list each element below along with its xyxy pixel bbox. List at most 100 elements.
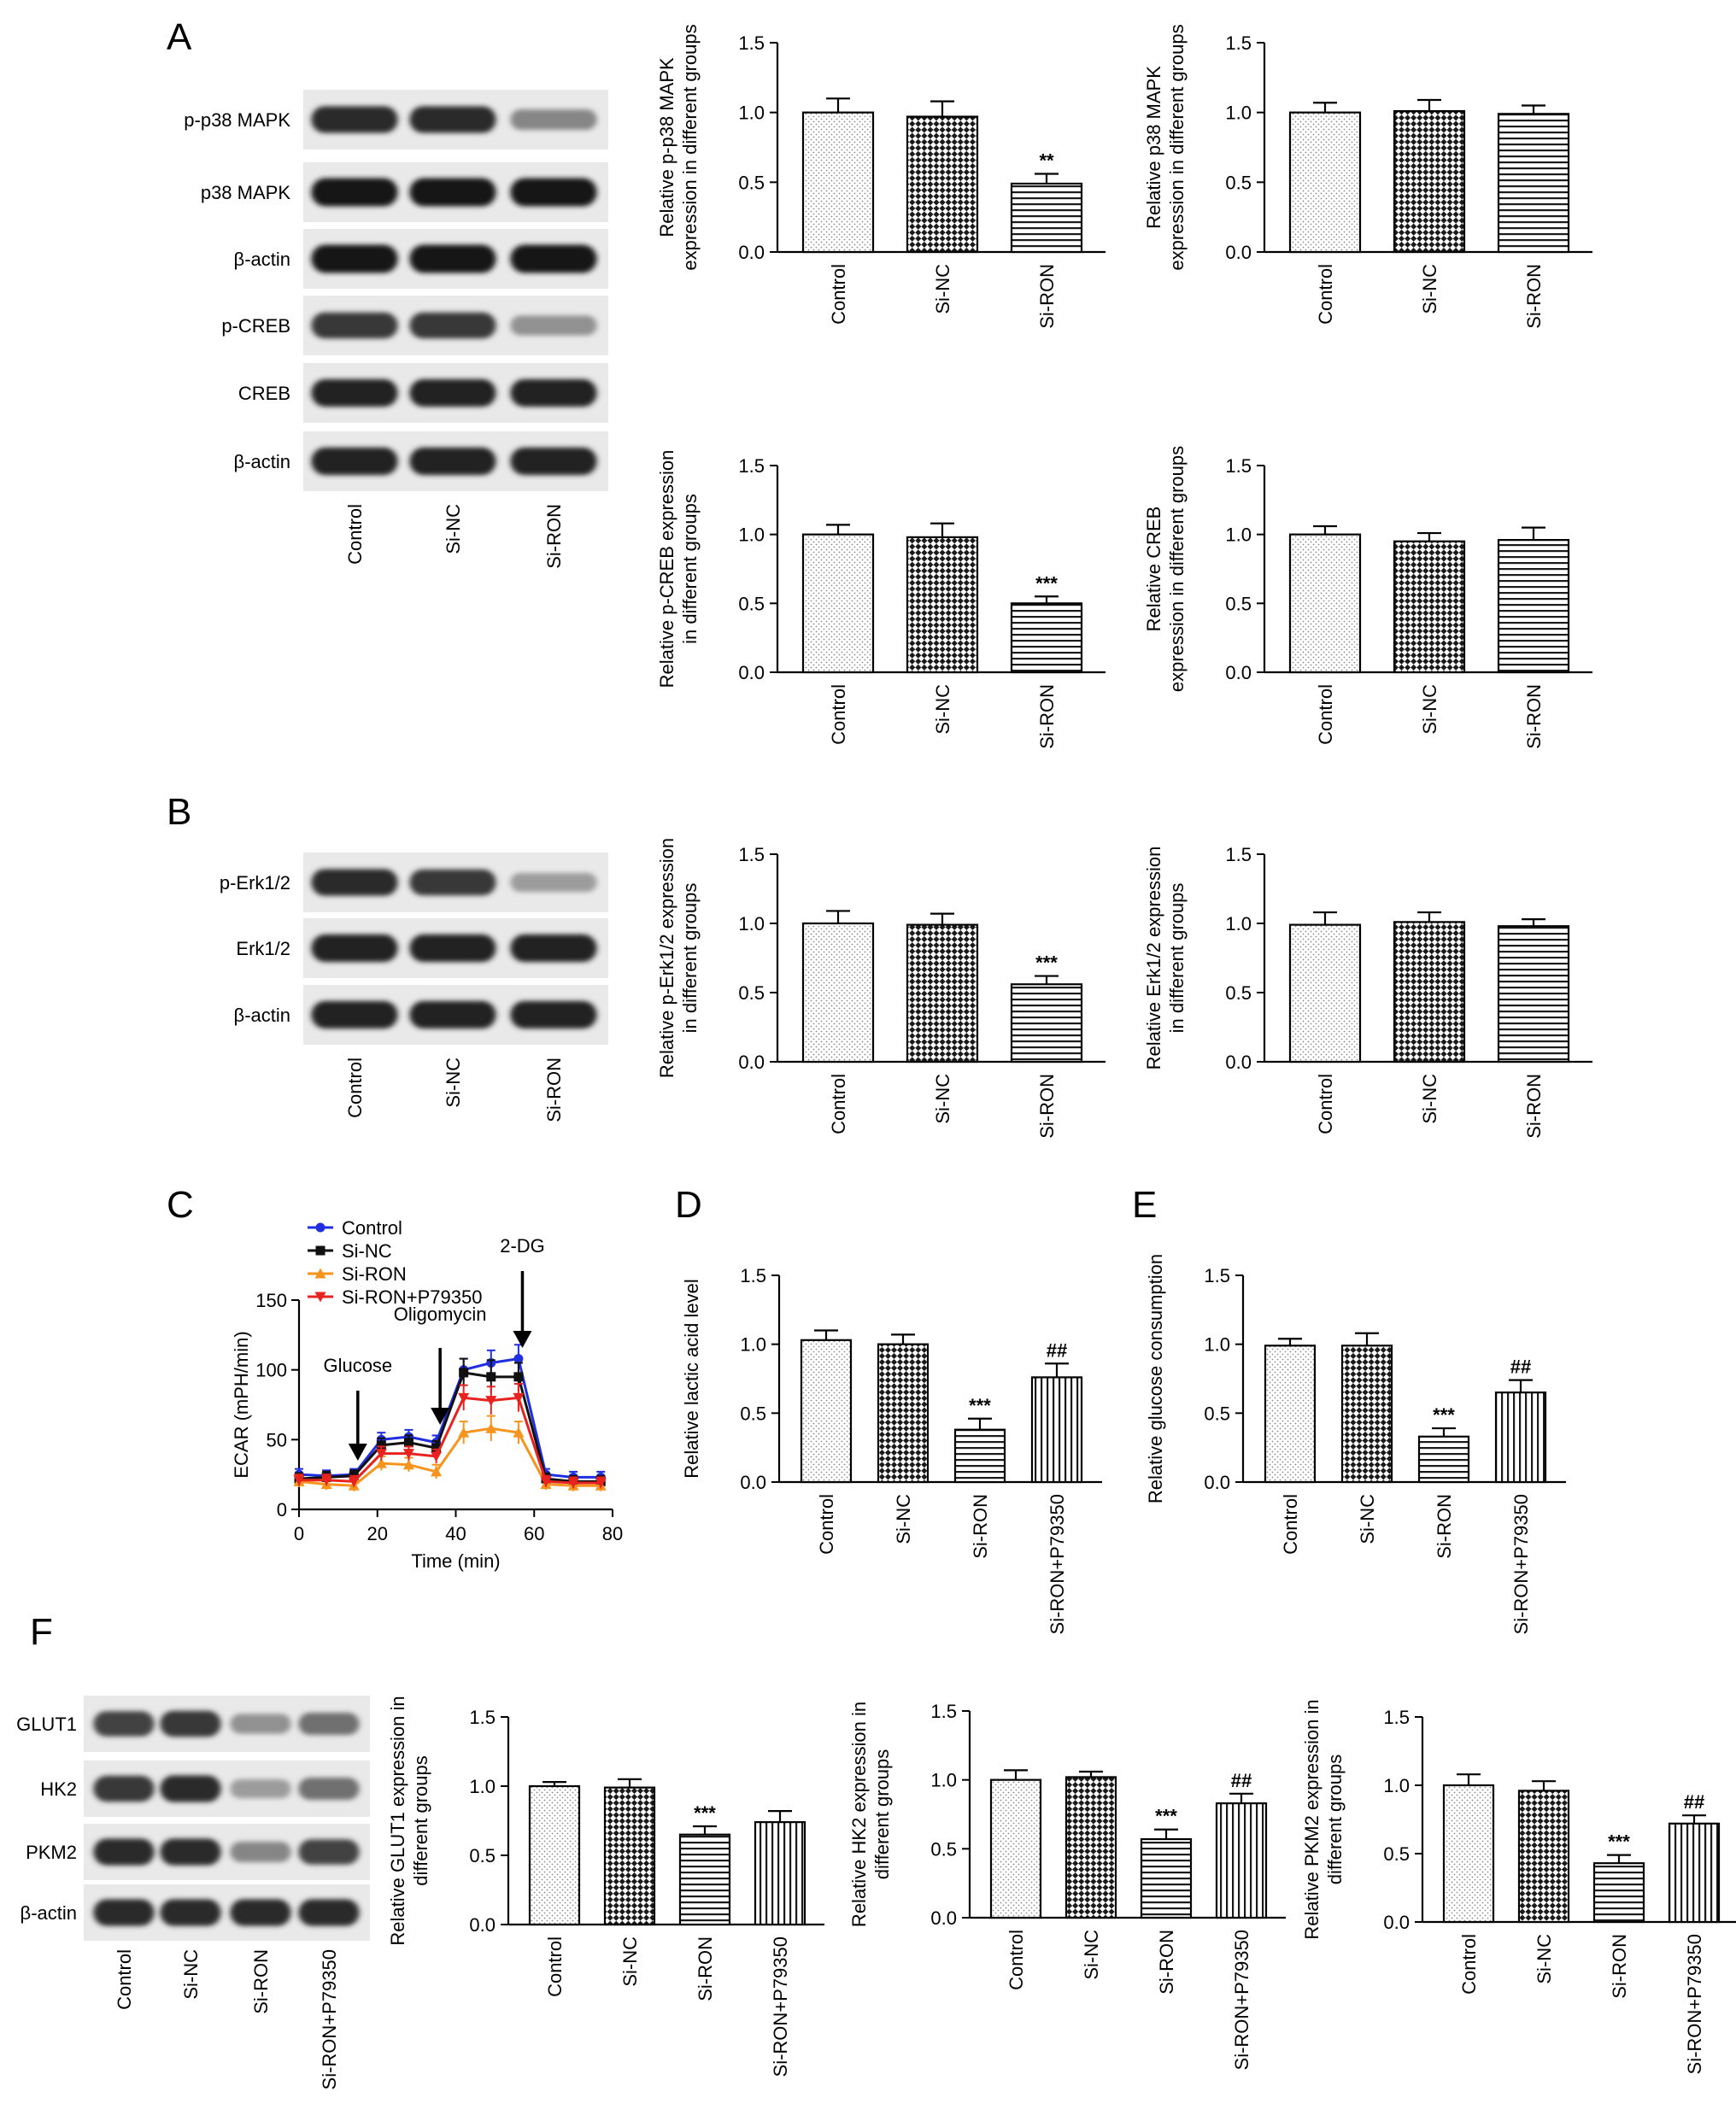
x-tick-label: Control (828, 684, 849, 745)
x-tick-label: Control (1006, 1930, 1027, 1990)
x-tick-label: Si-NC (932, 1074, 953, 1124)
x-tick-label: Si-RON (1036, 264, 1058, 329)
point-marker (431, 1451, 443, 1462)
x-tick-label: 60 (524, 1523, 544, 1544)
x-tick-label: Si-NC (1419, 1074, 1440, 1124)
y-tick-label: 0.0 (1225, 662, 1252, 683)
blot-row: p-Erk1/2 (220, 853, 608, 912)
panel-label-d: D (675, 1184, 702, 1226)
blot-row-label: GLUT1 (16, 1714, 77, 1735)
bar (678, 1833, 731, 1926)
y-axis-label: expression in different groups (1166, 24, 1188, 270)
arrow-label: Glucose (323, 1355, 392, 1376)
bar-chart: 0.0 0.5 1.0 1.5 Relative p-CREB expression in… (656, 450, 1106, 749)
y-tick-label: 0.0 (1225, 242, 1252, 263)
series-line (298, 1356, 601, 1479)
point-marker (458, 1427, 470, 1438)
blot-F: GLUT1 HK2 PKM2 β-actin Control Si-NC Si-RON Si-… (16, 1696, 370, 2089)
arrow-head (348, 1444, 367, 1461)
bar (1288, 533, 1362, 674)
bar (800, 1339, 853, 1484)
point-marker (402, 1449, 414, 1460)
y-tick-label: 0.0 (738, 242, 765, 263)
legend-label: Si-RON (342, 1263, 407, 1285)
legend-entry: Si-RON+P79350 (308, 1286, 482, 1308)
y-axis-label: Relative lactic acid level (681, 1279, 702, 1479)
x-tick-label: Si-RON (1156, 1930, 1177, 1995)
x-axis-label: Time (min) (411, 1550, 500, 1572)
blot-band (160, 1899, 221, 1926)
point-marker (314, 1268, 326, 1279)
bar (1010, 182, 1083, 254)
y-tick-label: 1.0 (1225, 913, 1252, 935)
blot-row: β-actin (234, 431, 608, 491)
y-tick-label: 1.5 (738, 32, 765, 54)
x-tick-label: Si-NC (932, 684, 953, 735)
y-tick-label: 0 (277, 1499, 287, 1520)
y-tick-label: 0.5 (1225, 982, 1252, 1004)
y-tick-label: 0.0 (930, 1907, 957, 1929)
blot-row-label: CREB (238, 383, 290, 404)
y-tick-label: 0.5 (469, 1845, 496, 1866)
y-tick-label: 0.5 (1225, 172, 1252, 193)
y-tick-label: 0.0 (1204, 1472, 1230, 1493)
blot-lane-label: Si-RON (543, 504, 565, 569)
x-tick-label: Si-RON+P79350 (770, 1936, 791, 2077)
significance-label: ## (1510, 1356, 1531, 1378)
point-marker (375, 1457, 387, 1468)
blot-band (311, 1000, 398, 1029)
bar (906, 115, 979, 254)
blot-row-label: β-actin (234, 249, 290, 270)
blot-row: GLUT1 (16, 1696, 370, 1752)
point-marker (376, 1440, 386, 1450)
blot-band (93, 1838, 155, 1866)
bar (1497, 539, 1570, 674)
y-tick-label: 0.0 (738, 662, 765, 683)
y-tick-label: 1.5 (738, 844, 765, 865)
blot-row: PKM2 (26, 1824, 370, 1880)
blot-band (409, 1000, 496, 1029)
x-tick-label: Si-NC (893, 1494, 914, 1544)
point-marker (567, 1478, 579, 1489)
western-blots: p-p38 MAPK p38 MAPK β-actin p-CREB CREB β-act… (16, 90, 608, 2089)
blot-row: p-CREB (221, 296, 608, 355)
bar (989, 1778, 1042, 1919)
blot-band (510, 178, 597, 207)
blot-row: p38 MAPK (201, 162, 608, 222)
x-tick-label: 40 (445, 1523, 466, 1544)
blot-band (230, 1778, 291, 1799)
point-marker (513, 1392, 525, 1403)
y-tick-label: 0.5 (738, 172, 765, 193)
y-tick-label: 100 (255, 1360, 287, 1381)
point-marker (315, 1245, 326, 1256)
blot-band (409, 244, 496, 273)
blot-row: HK2 (40, 1761, 370, 1817)
point-marker (540, 1476, 552, 1487)
x-tick-label: Control (1315, 264, 1336, 325)
y-axis-label: Relative p-p38 MAPK (656, 57, 677, 237)
blot-band (93, 1711, 155, 1737)
panel-label-b: B (167, 791, 191, 833)
bar (1494, 1392, 1547, 1484)
y-tick-label: 0.0 (740, 1472, 766, 1493)
y-axis-label: different groups (410, 1755, 431, 1885)
bar (1417, 1435, 1470, 1484)
y-tick-label: 1.5 (469, 1707, 496, 1728)
blot-band (298, 1713, 360, 1735)
x-tick-label: Si-RON (1523, 264, 1545, 329)
significance-label: *** (1608, 1831, 1630, 1853)
x-tick-label: Si-NC (1419, 264, 1440, 314)
legend-entry: Si-RON (308, 1263, 407, 1285)
x-tick-label: 80 (602, 1523, 623, 1544)
blot-row: β-actin (234, 985, 608, 1045)
blot-band (409, 178, 496, 207)
bar (801, 533, 875, 674)
bar (1497, 113, 1570, 254)
arrow-head (513, 1331, 532, 1348)
bar-chart: 0.0 0.5 1.0 1.5 Relative GLUT1 expression in… (387, 1696, 824, 2077)
blot-band (311, 934, 398, 963)
significance-label: *** (1035, 572, 1058, 594)
bar (1497, 925, 1570, 1063)
bar (801, 111, 875, 254)
